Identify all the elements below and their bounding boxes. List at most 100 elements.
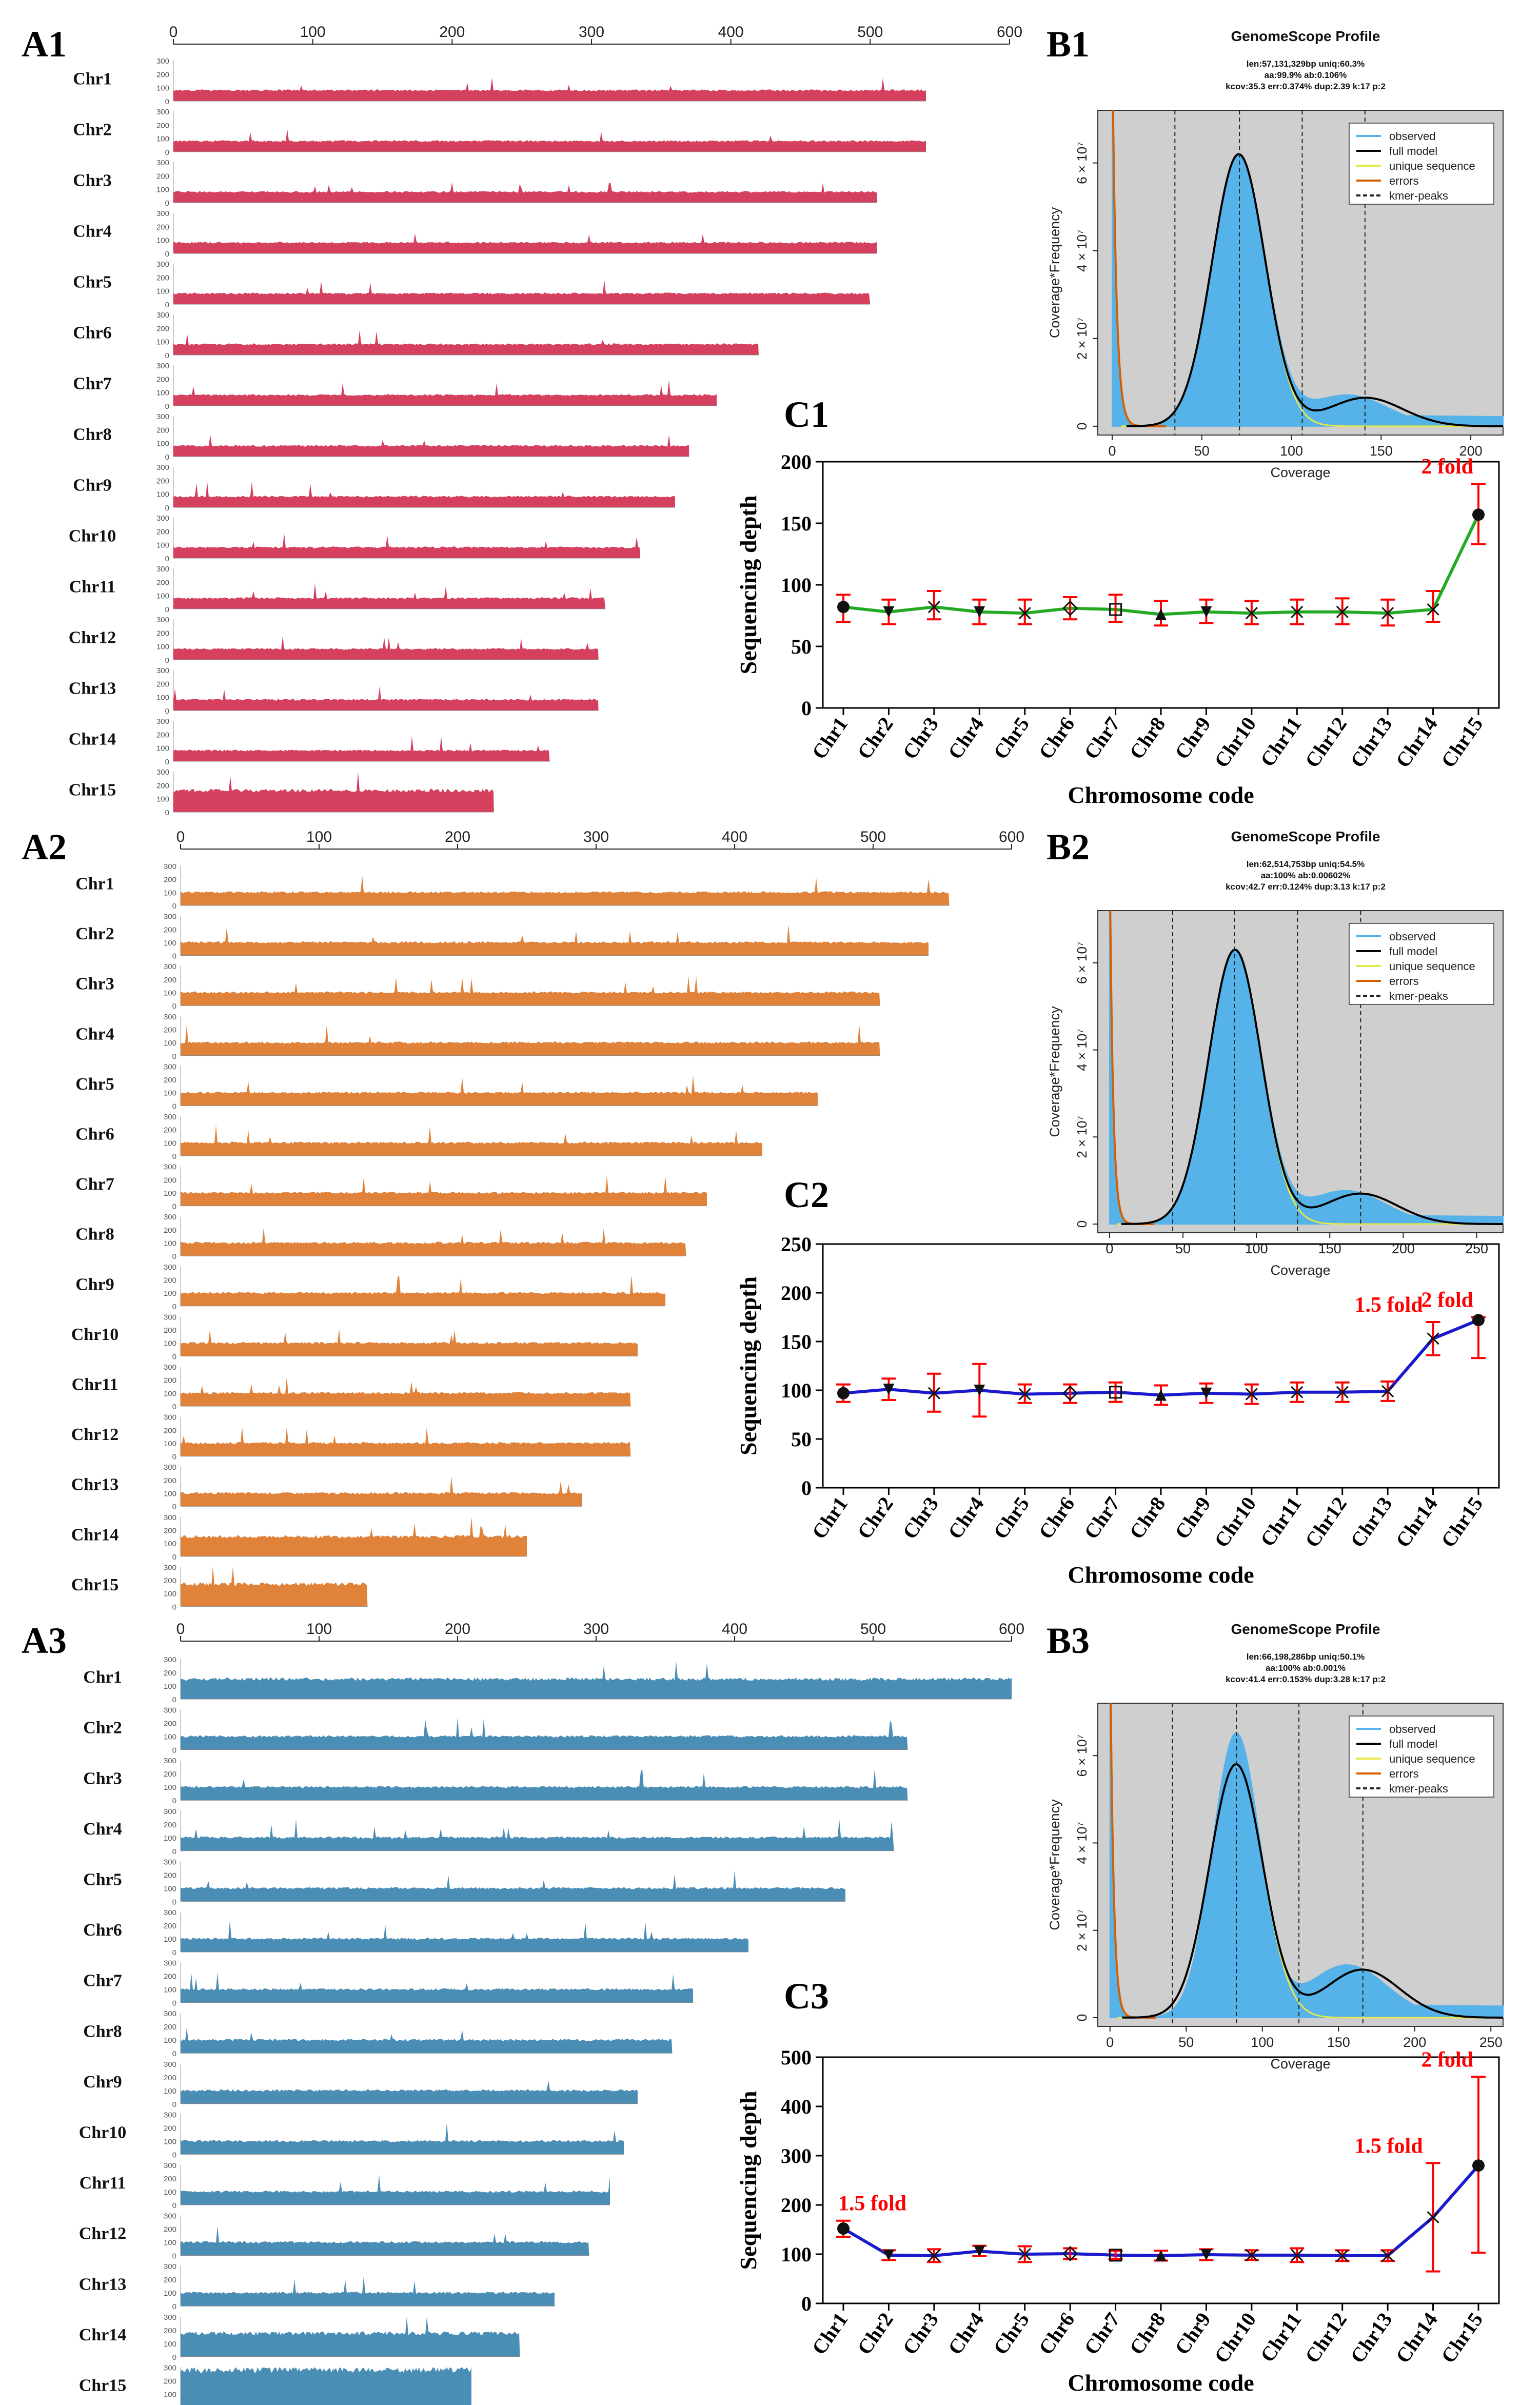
data-point	[974, 606, 985, 618]
chromosome-label: Chr15	[71, 1575, 119, 1594]
coverage-profile	[173, 533, 641, 558]
coverage-profile	[173, 481, 675, 507]
x-tick-label: Chr4	[943, 1492, 989, 1543]
y-tick-label: 100	[781, 574, 812, 597]
x-tick-label: Chr9	[1170, 1492, 1215, 1543]
chromosome-track: Chr7 300 200 100 0	[75, 1163, 707, 1211]
y-tick-label: 100	[156, 744, 169, 753]
coverage-profile	[181, 1275, 665, 1306]
coverage-panel-a2: 0 100 200 300 400 500 600Chr13002001000Chr2300…	[71, 829, 1024, 1611]
y-tick-label: 0	[172, 1403, 176, 1411]
x-tick-label: Chr2	[853, 1492, 898, 1543]
y-tick-label: 100	[156, 84, 169, 93]
chromosome-label: Chr8	[73, 425, 112, 444]
y-tick-label: 200	[164, 1176, 176, 1185]
chromosome-track: Chr3 300 200 100 0	[73, 159, 877, 208]
y-tick-label: 100	[156, 490, 169, 499]
legend-label: unique sequence	[1389, 960, 1475, 973]
x-tick-label: 300	[583, 1621, 609, 1638]
y-tick-label: 100	[164, 1189, 176, 1198]
chromosome-track: Chr14 300 200 100 0	[79, 2313, 520, 2362]
stats-line: kcov:42.7 err:0.124% dup:3.13 k:17 p:2	[1226, 882, 1386, 892]
x-tick-label: Chr1	[807, 2308, 853, 2359]
y-tick-label: 150	[781, 512, 812, 535]
chromosome-track: Chr5 300 200 100 0	[75, 1062, 818, 1111]
y-tick-label: 100	[781, 1379, 812, 1402]
y-tick-label: 200	[156, 324, 169, 333]
chromosome-label: Chr7	[83, 1972, 122, 1990]
y-tick-label: 4 × 10⁷	[1074, 230, 1090, 272]
y-tick-label: 0	[165, 301, 169, 309]
y-tick-label: 100	[164, 989, 176, 998]
y-tick-label: 0	[1074, 423, 1090, 430]
x-tick-label: 200	[1459, 443, 1483, 459]
x-tick-label: 100	[1280, 443, 1303, 459]
chromosome-track: Chr15 300 200 100 0	[79, 2363, 471, 2405]
y-tick-label: 100	[156, 541, 169, 550]
y-tick-label: 500	[781, 2046, 812, 2069]
y-tick-label: 200	[156, 273, 169, 282]
y-tick-label: 200	[164, 1576, 176, 1585]
data-point	[1381, 1385, 1394, 1397]
y-tick-label: 0	[172, 1553, 176, 1562]
y-tick-label: 300	[156, 57, 169, 66]
y-tick-label: 100	[164, 1139, 176, 1148]
chromosome-label: Chr4	[73, 222, 112, 241]
coverage-profile	[173, 583, 606, 609]
panel-label-a2: A2	[22, 826, 67, 868]
chromosome-track: Chr6 300 200 100 0	[83, 1908, 748, 1957]
y-tick-label: 100	[156, 643, 169, 652]
x-tick-label: 200	[439, 24, 465, 41]
y-tick-label: 300	[156, 159, 169, 167]
chromosome-track: Chr2 300 200 100 0	[73, 108, 926, 157]
y-tick-label: 100	[164, 1834, 176, 1843]
coverage-profile	[173, 233, 877, 253]
chromosome-track: Chr15 300 200 100 0	[69, 768, 494, 817]
data-point	[1018, 607, 1031, 620]
y-tick-label: 100	[156, 338, 169, 347]
y-tick-label: 300	[164, 2060, 176, 2069]
y-tick-label: 200	[164, 1126, 176, 1135]
y-tick-label: 100	[164, 1783, 176, 1792]
chromosome-track: Chr5 300 200 100 0	[83, 1858, 845, 1906]
x-tick-label: 50	[1194, 443, 1210, 459]
chromosome-label: Chr3	[83, 1769, 122, 1788]
chromosome-label: Chr2	[75, 924, 114, 943]
y-tick-label: 300	[164, 1757, 176, 1765]
y-tick-label: 200	[164, 2023, 176, 2032]
chromosome-track: Chr10 300 200 100 0	[79, 2111, 624, 2159]
y-tick-label: 50	[791, 1428, 812, 1451]
data-point	[1200, 606, 1212, 618]
y-tick-label: 0	[172, 2100, 176, 2109]
data-point	[1381, 2249, 1394, 2262]
x-tick-label: Chr14	[1391, 2308, 1442, 2367]
y-tick-label: 0	[1074, 1220, 1090, 1228]
x-tick-label: 100	[300, 24, 326, 41]
chart-title: GenomeScope Profile	[1231, 1621, 1380, 1637]
x-tick-label: Chr4	[943, 2308, 989, 2359]
y-tick-label: 200	[164, 1326, 176, 1335]
chromosome-label: Chr15	[79, 2376, 127, 2395]
y-tick-label: 4 × 10⁷	[1074, 1822, 1090, 1864]
chromosome-track: Chr13 300 200 100 0	[79, 2262, 555, 2311]
y-tick-label: 300	[164, 1013, 176, 1021]
coverage-profile	[181, 1427, 631, 1456]
x-tick-label: 150	[1327, 2035, 1350, 2050]
chromosome-track: Chr14 300 200 100 0	[69, 717, 550, 766]
chromosome-label: Chr12	[69, 628, 116, 647]
chromosome-label: Chr9	[75, 1275, 114, 1294]
chromosome-label: Chr7	[73, 374, 112, 393]
y-tick-label: 0	[172, 1503, 176, 1511]
y-tick-label: 300	[164, 1908, 176, 1917]
y-tick-label: 300	[156, 260, 169, 269]
y-tick-label: 300	[156, 717, 169, 726]
data-point	[1109, 1386, 1122, 1399]
x-tick-label: Chr2	[853, 713, 898, 763]
chromosome-track: Chr4 300 200 100 0	[83, 1807, 894, 1856]
y-tick-label: 300	[164, 2009, 176, 2018]
x-tick-label: Chr8	[1125, 2308, 1170, 2359]
chromosome-label: Chr14	[71, 1525, 119, 1544]
y-tick-label: 0	[172, 1847, 176, 1856]
y-tick-label: 300	[164, 1513, 176, 1522]
chromosome-track: Chr8 300 200 100 0	[75, 1213, 686, 1261]
